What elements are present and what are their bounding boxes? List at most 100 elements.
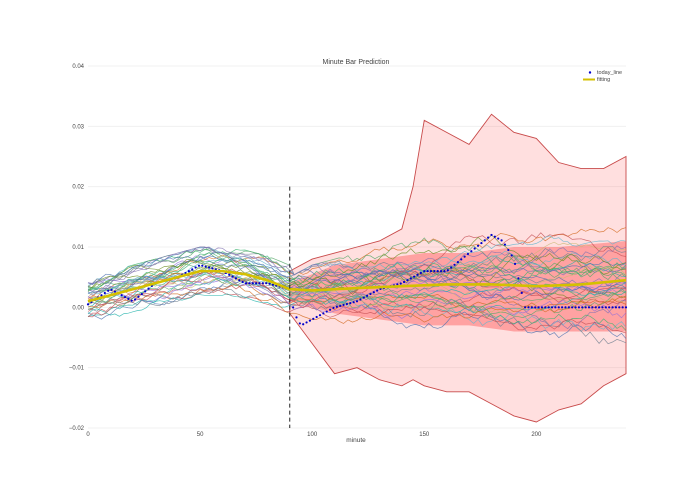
today-line-point (608, 306, 611, 309)
today-line-point (268, 282, 271, 285)
chart-title: Minute Bar Prediction (323, 59, 390, 66)
today-line-point (399, 282, 402, 285)
x-tick-label: 150 (419, 432, 430, 438)
simulated-path (87, 270, 627, 312)
today-line-point (547, 306, 550, 309)
today-line-point (423, 270, 426, 273)
legend-item-today_line[interactable]: today_line (588, 70, 622, 76)
today-line-point (473, 247, 476, 250)
today-line-point (426, 270, 429, 273)
today-line-point (527, 306, 530, 309)
today-line-point (591, 306, 594, 309)
today-line-point (540, 306, 544, 309)
today-line-point (315, 315, 318, 319)
today-line-point (500, 239, 503, 242)
today-line-point (335, 305, 338, 308)
today-line-point (611, 306, 614, 309)
legend-item-fitting[interactable]: fitting (583, 77, 610, 83)
today-line-point (231, 275, 234, 278)
today-line-point (524, 306, 527, 309)
today-line-point (604, 306, 607, 309)
today-line-point (513, 262, 517, 265)
today-line-point (123, 295, 127, 299)
legend-label: today_line (597, 70, 622, 76)
today-line-point (544, 306, 547, 309)
today-line-point (329, 308, 332, 311)
today-line-point (372, 291, 375, 294)
today-line-point (369, 292, 372, 296)
today-line-point (537, 306, 540, 309)
today-line-point (396, 283, 399, 286)
fitting-line (87, 269, 627, 303)
today-line-point (550, 306, 554, 309)
today-line-point (419, 271, 422, 275)
today-line-point (614, 306, 618, 309)
today-line-point (144, 290, 147, 293)
y-tick-label: 0.03 (72, 124, 84, 130)
x-axis-title: minute (346, 437, 366, 444)
today-line-point (577, 306, 581, 309)
legend-marker (588, 71, 592, 74)
today-line-point (507, 248, 510, 252)
today-line-point (103, 291, 106, 295)
today-line-point (490, 233, 493, 237)
legend-label: fitting (597, 77, 610, 83)
today-line-point (503, 243, 507, 246)
today-line-point (355, 300, 359, 303)
x-tick-label: 50 (197, 432, 204, 438)
today-line-point (248, 282, 251, 285)
today-line-point (298, 322, 301, 325)
today-line-point (466, 252, 470, 256)
simulated-path (87, 289, 627, 318)
today-line-point (429, 270, 433, 273)
simulated-path (87, 252, 627, 291)
today-line-point (332, 306, 335, 310)
simulated-paths (87, 227, 627, 345)
simulated-path (87, 278, 627, 339)
today-line-point (201, 264, 204, 267)
today-line-point (365, 294, 369, 297)
today-line-point (581, 306, 584, 309)
simulated-path (87, 273, 627, 307)
today-line-point (621, 306, 624, 309)
today-line-point (133, 298, 137, 301)
today-line-point (446, 269, 449, 272)
today-line-point (86, 303, 90, 306)
today-line-point (561, 306, 564, 309)
simulated-path (87, 263, 627, 305)
today-line-point (436, 270, 439, 273)
today-line-point (497, 237, 500, 240)
simulated-path (88, 287, 627, 345)
series-layer (86, 233, 628, 326)
today-line-point (184, 271, 187, 275)
today-line-point (433, 270, 436, 273)
today-line-point (258, 282, 261, 285)
today-line-point (624, 306, 628, 309)
y-tick-label: 0.04 (72, 64, 84, 70)
today-line-point (305, 321, 308, 324)
simulated-path (87, 274, 627, 310)
today-line-point (480, 241, 483, 245)
today-line-point (204, 265, 207, 268)
today-line-point (352, 301, 355, 304)
y-tick-label: −0.01 (69, 366, 85, 372)
today-line-point (194, 266, 197, 269)
today-line-point (255, 282, 258, 285)
today-line-point (345, 302, 349, 306)
x-tick-label: 100 (307, 432, 318, 438)
today-line-point (554, 306, 557, 309)
y-axis-ticks: −0.02 −0.01 0.00 0.01 0.02 0.03 0.04 (69, 64, 85, 432)
today-line-point (594, 306, 597, 309)
simulated-path (87, 255, 627, 293)
today-line-point (510, 254, 513, 257)
today-line-point (409, 277, 412, 280)
today-line-point (137, 295, 140, 298)
today-line-point (207, 266, 211, 269)
today-line-point (470, 250, 473, 253)
today-line-point (413, 275, 416, 278)
today-line-point (439, 270, 443, 273)
today-line-point (261, 282, 264, 285)
today-line-point (228, 273, 231, 276)
today-line-point (456, 260, 459, 264)
